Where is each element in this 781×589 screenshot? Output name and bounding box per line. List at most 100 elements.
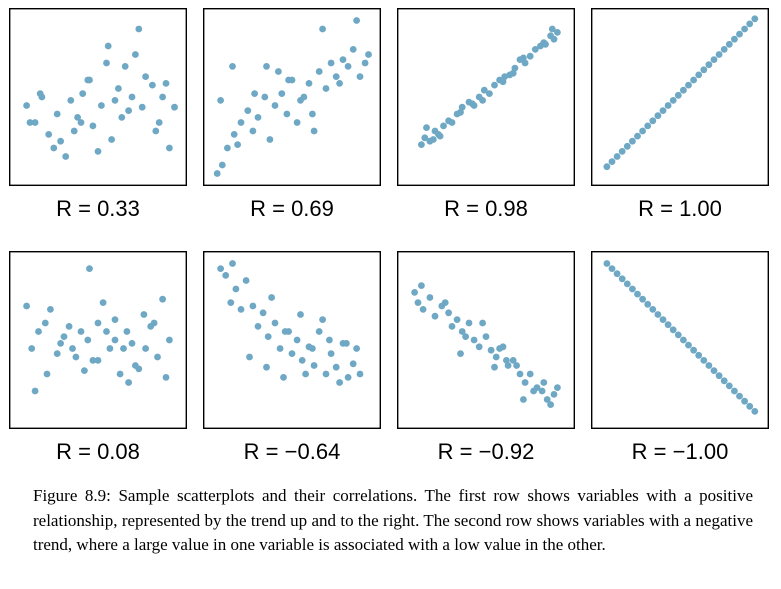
data-point xyxy=(246,353,253,361)
data-point xyxy=(232,285,240,293)
data-point xyxy=(613,153,621,160)
data-point xyxy=(685,81,692,89)
data-point xyxy=(99,299,107,306)
data-point xyxy=(57,340,64,347)
data-point xyxy=(263,63,270,70)
data-point xyxy=(603,260,611,267)
data-point xyxy=(275,68,282,75)
data-point xyxy=(285,328,292,335)
data-point xyxy=(305,80,313,87)
data-point xyxy=(669,97,677,104)
data-point xyxy=(344,374,352,381)
data-point xyxy=(411,289,418,296)
data-point xyxy=(664,102,672,109)
data-point xyxy=(550,35,558,43)
panel-r-neg-0-64: R = −0.64 xyxy=(203,251,381,464)
data-point xyxy=(293,119,301,126)
data-point xyxy=(436,132,444,140)
data-point xyxy=(705,61,713,69)
data-point xyxy=(469,100,476,108)
data-point xyxy=(23,102,30,109)
data-point xyxy=(419,306,427,313)
data-point xyxy=(132,362,139,369)
data-point xyxy=(128,93,136,101)
data-point xyxy=(441,299,449,306)
data-point xyxy=(302,370,309,378)
data-point xyxy=(244,107,252,114)
data-point xyxy=(77,328,85,335)
data-point xyxy=(132,51,139,58)
data-point xyxy=(603,163,611,171)
correlation-label: R = 0.33 xyxy=(56,196,140,221)
data-point xyxy=(654,112,662,120)
data-point xyxy=(470,336,478,344)
data-point xyxy=(62,153,70,160)
data-point xyxy=(479,97,486,104)
data-point xyxy=(751,15,759,23)
data-point xyxy=(540,379,548,386)
data-point xyxy=(680,336,687,344)
data-point xyxy=(310,127,318,135)
data-point xyxy=(475,343,483,351)
data-point xyxy=(104,42,112,50)
data-point xyxy=(700,66,708,74)
data-point xyxy=(41,319,49,327)
data-point xyxy=(608,265,616,272)
data-point xyxy=(521,379,529,386)
data-point xyxy=(516,370,524,378)
data-point xyxy=(644,300,652,308)
data-point xyxy=(746,402,754,410)
scatterplot-r-neg-0-92 xyxy=(397,251,575,429)
correlation-label: R = 0.98 xyxy=(444,196,528,221)
data-point xyxy=(67,97,75,104)
plot-frame xyxy=(9,251,187,429)
data-point xyxy=(65,323,73,330)
data-point xyxy=(491,363,498,371)
data-point xyxy=(103,328,110,335)
data-point xyxy=(618,148,626,155)
data-point xyxy=(448,119,456,126)
data-point xyxy=(746,20,754,28)
scatterplot-r-0-33 xyxy=(9,8,187,186)
data-point xyxy=(486,90,493,97)
data-point xyxy=(53,350,61,357)
data-point xyxy=(608,158,616,166)
data-point xyxy=(365,51,372,58)
data-point xyxy=(720,46,728,53)
plot-frame xyxy=(203,8,381,186)
data-point xyxy=(327,59,335,67)
data-point xyxy=(116,370,124,378)
data-point xyxy=(458,103,466,111)
data-point xyxy=(264,333,272,340)
data-point xyxy=(283,110,291,118)
data-point xyxy=(77,119,85,126)
data-point xyxy=(149,81,156,89)
data-point xyxy=(74,114,81,121)
data-point xyxy=(710,367,718,374)
data-point xyxy=(361,59,369,67)
data-point xyxy=(159,93,167,101)
data-point xyxy=(315,328,323,335)
data-point xyxy=(271,102,279,109)
data-point xyxy=(332,73,340,80)
data-point xyxy=(285,76,292,84)
data-point xyxy=(690,76,697,84)
data-point xyxy=(31,119,39,126)
data-point xyxy=(492,353,500,361)
data-point xyxy=(618,275,626,283)
data-point xyxy=(271,319,279,327)
data-point xyxy=(120,345,127,352)
data-point xyxy=(162,374,170,381)
data-point xyxy=(224,144,231,152)
data-point xyxy=(418,141,425,149)
data-point xyxy=(540,39,548,46)
data-point xyxy=(249,302,257,310)
data-point xyxy=(644,122,652,130)
data-point xyxy=(629,137,636,145)
data-point xyxy=(659,107,667,114)
data-point xyxy=(140,311,148,318)
data-point xyxy=(322,370,330,378)
data-point xyxy=(429,136,437,143)
data-point xyxy=(319,25,326,33)
scatterplot-r-0-69 xyxy=(203,8,381,186)
